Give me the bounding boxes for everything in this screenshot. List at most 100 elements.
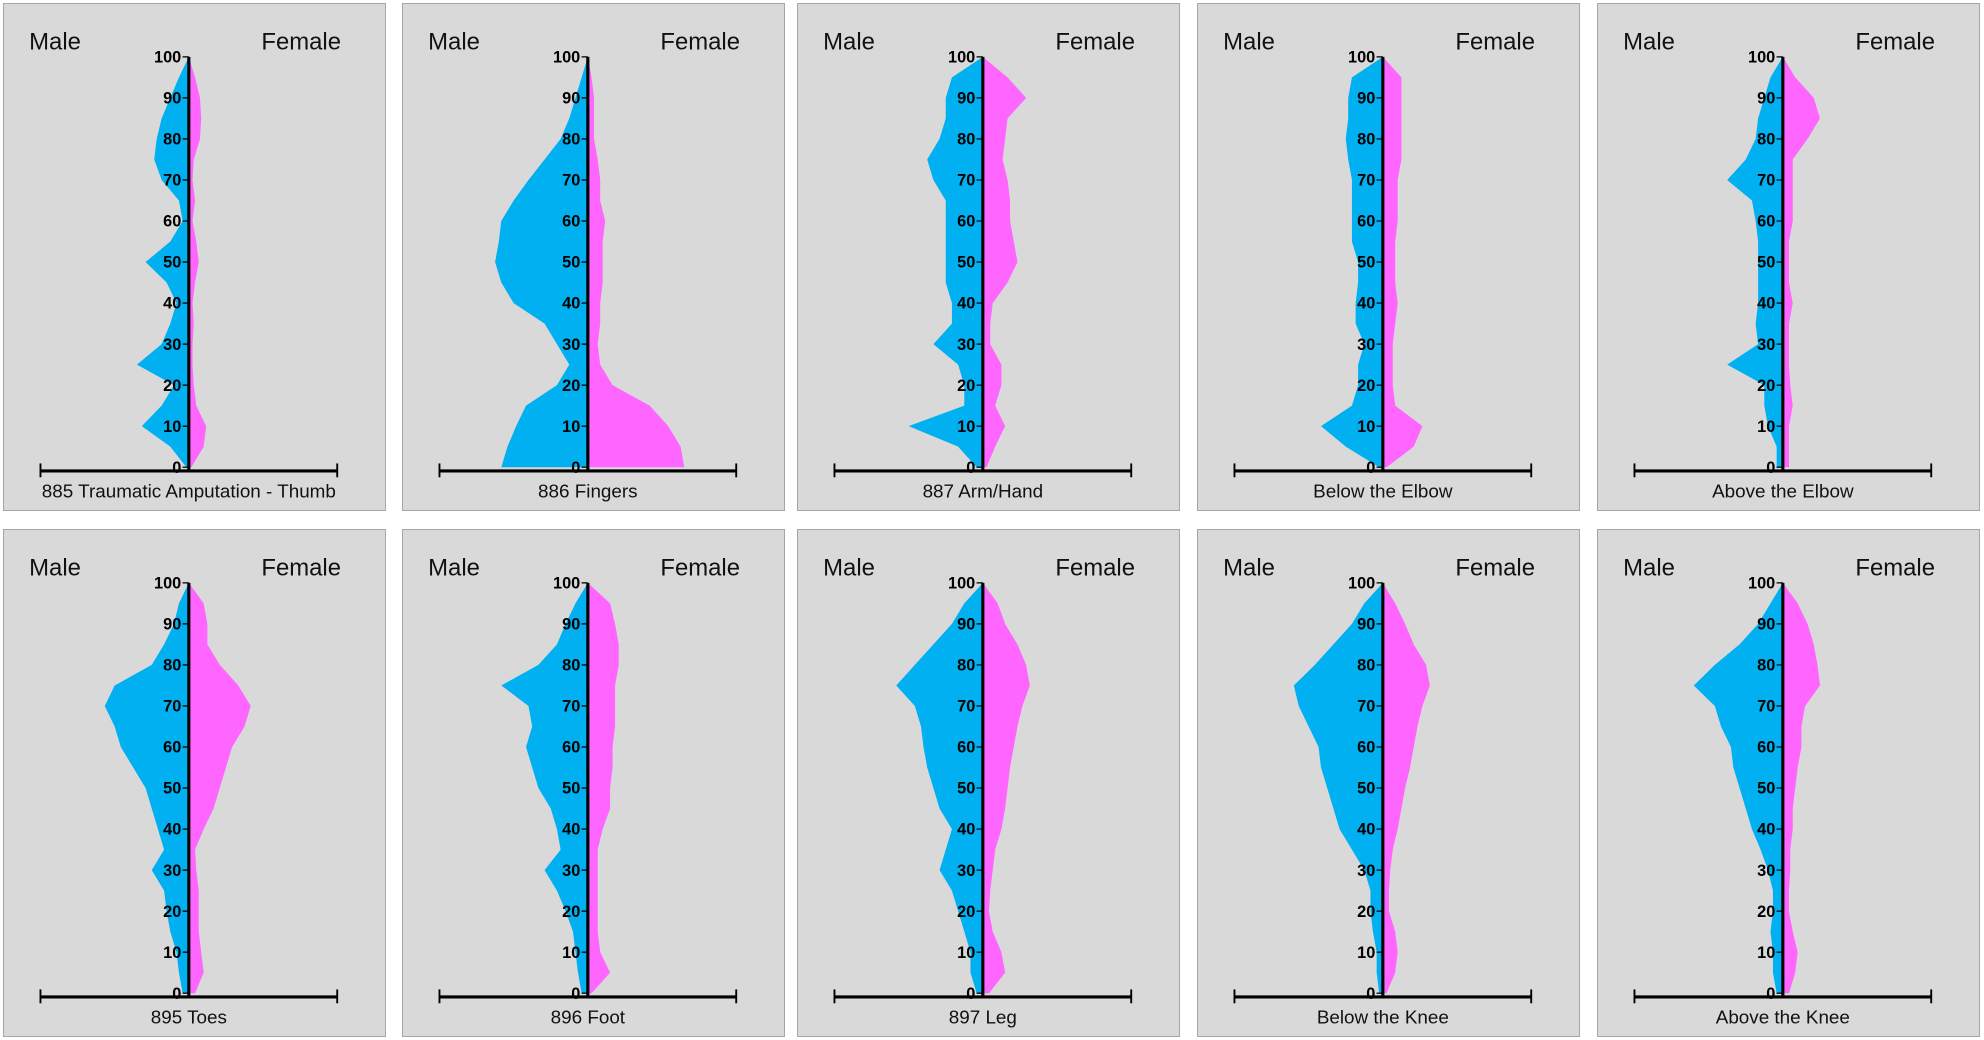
male-label: Male: [823, 28, 875, 55]
female-area: [587, 56, 685, 468]
y-tick-label: 60: [957, 213, 975, 231]
y-tick-label: 80: [562, 657, 580, 675]
y-tick-label: 90: [562, 616, 580, 634]
y-tick-label: 10: [562, 944, 580, 962]
chart-title: 895 Toes: [151, 1006, 227, 1027]
y-tick-label: 10: [163, 418, 181, 436]
y-tick-label: 80: [1757, 657, 1775, 675]
male-label: Male: [1223, 554, 1275, 581]
y-tick-label: 50: [163, 780, 181, 798]
chart-panel: 0 10 20 30 40 50 60 70 80 90 100 Male Female 897 Leg: [797, 529, 1180, 1037]
female-area: [188, 56, 207, 468]
chart-title: 896 Foot: [551, 1006, 626, 1027]
y-tick-label: 90: [163, 90, 181, 108]
female-label: Female: [1455, 28, 1535, 55]
y-tick-label: 80: [163, 657, 181, 675]
chart-panel: 0 10 20 30 40 50 60 70 80 90 100 Male Female 885 Trau…: [3, 3, 386, 511]
female-area: [1382, 582, 1430, 994]
pyramid-chart: 0 10 20 30 40 50 60 70 80 90 100 Male Female Above th…: [1623, 28, 1935, 501]
y-tick-label: 50: [957, 780, 975, 798]
male-label: Male: [1223, 28, 1275, 55]
y-tick-label: 70: [957, 172, 975, 190]
y-tick-label: 10: [163, 944, 181, 962]
female-label: Female: [261, 554, 341, 581]
male-label: Male: [823, 554, 875, 581]
y-tick-label: 70: [562, 172, 580, 190]
y-tick-label: 10: [562, 418, 580, 436]
y-tick-label: 90: [1757, 616, 1775, 634]
y-tick-label: 80: [957, 657, 975, 675]
y-tick-label: 60: [562, 213, 580, 231]
y-tick-label: 40: [163, 295, 181, 313]
pyramid-chart: 0 10 20 30 40 50 60 70 80 90 100 Male Female Above th…: [1623, 554, 1935, 1027]
y-tick-label: 0: [172, 459, 181, 477]
female-area: [1382, 56, 1423, 468]
y-tick-label: 20: [1357, 377, 1375, 395]
y-tick-label: 60: [1757, 213, 1775, 231]
y-tick-label: 30: [1757, 862, 1775, 880]
y-tick-label: 40: [1357, 821, 1375, 839]
male-label: Male: [29, 28, 81, 55]
y-tick-label: 80: [1357, 131, 1375, 149]
y-tick-label: 30: [163, 336, 181, 354]
female-label: Female: [1055, 28, 1135, 55]
y-tick-label: 10: [957, 418, 975, 436]
female-label: Female: [1855, 554, 1935, 581]
female-label: Female: [660, 554, 740, 581]
female-area: [982, 582, 1030, 994]
y-tick-label: 40: [1757, 821, 1775, 839]
y-tick-label: 100: [948, 575, 975, 593]
y-tick-label: 70: [1757, 698, 1775, 716]
y-tick-label: 100: [1748, 49, 1775, 67]
male-area: [136, 56, 189, 468]
pyramid-chart: 0 10 20 30 40 50 60 70 80 90 100 Male Female 885 Trau…: [29, 28, 341, 501]
y-tick-label: 100: [948, 49, 975, 67]
y-tick-label: 90: [163, 616, 181, 634]
male-label: Male: [1623, 554, 1675, 581]
chart-panel: 0 10 20 30 40 50 60 70 80 90 100 Male Female Above th…: [1597, 3, 1980, 511]
y-tick-label: 90: [957, 90, 975, 108]
female-area: [1782, 56, 1820, 468]
y-tick-label: 70: [1757, 172, 1775, 190]
male-area: [896, 582, 983, 994]
male-area: [908, 56, 983, 468]
y-tick-label: 100: [154, 575, 181, 593]
male-area: [1321, 56, 1383, 468]
y-tick-label: 100: [1748, 575, 1775, 593]
chart-title: Above the Elbow: [1712, 480, 1854, 501]
pyramid-chart: 0 10 20 30 40 50 60 70 80 90 100 Male Female 887 Arm/…: [823, 28, 1135, 501]
y-tick-label: 80: [562, 131, 580, 149]
y-tick-label: 10: [1757, 944, 1775, 962]
y-tick-label: 90: [957, 616, 975, 634]
y-tick-label: 0: [1366, 985, 1375, 1003]
female-label: Female: [660, 28, 740, 55]
female-area: [982, 56, 1027, 468]
y-tick-label: 90: [1757, 90, 1775, 108]
chart-title: 897 Leg: [949, 1006, 1017, 1027]
y-tick-label: 100: [1348, 49, 1375, 67]
chart-title: Below the Elbow: [1313, 480, 1453, 501]
female-label: Female: [1055, 554, 1135, 581]
chart-title: 885 Traumatic Amputation - Thumb: [42, 480, 336, 501]
y-tick-label: 50: [1757, 254, 1775, 272]
y-tick-label: 40: [1357, 295, 1375, 313]
y-tick-label: 0: [1366, 459, 1375, 477]
male-label: Male: [428, 554, 480, 581]
y-tick-label: 90: [1357, 90, 1375, 108]
y-tick-label: 10: [957, 944, 975, 962]
y-tick-label: 0: [571, 985, 580, 1003]
y-tick-label: 30: [957, 336, 975, 354]
y-tick-label: 50: [957, 254, 975, 272]
y-tick-label: 10: [1757, 418, 1775, 436]
pyramid-chart: 0 10 20 30 40 50 60 70 80 90 100 Male Female 897 Leg: [823, 554, 1135, 1027]
y-tick-label: 50: [1757, 780, 1775, 798]
chart-panel: 0 10 20 30 40 50 60 70 80 90 100 Male Female 896 Foot: [402, 529, 785, 1037]
y-tick-label: 30: [562, 336, 580, 354]
y-tick-label: 20: [957, 377, 975, 395]
y-tick-label: 60: [957, 739, 975, 757]
y-tick-label: 20: [1757, 903, 1775, 921]
y-tick-label: 0: [1766, 459, 1775, 477]
y-tick-label: 70: [1357, 172, 1375, 190]
y-tick-label: 30: [1357, 862, 1375, 880]
y-tick-label: 100: [553, 575, 580, 593]
